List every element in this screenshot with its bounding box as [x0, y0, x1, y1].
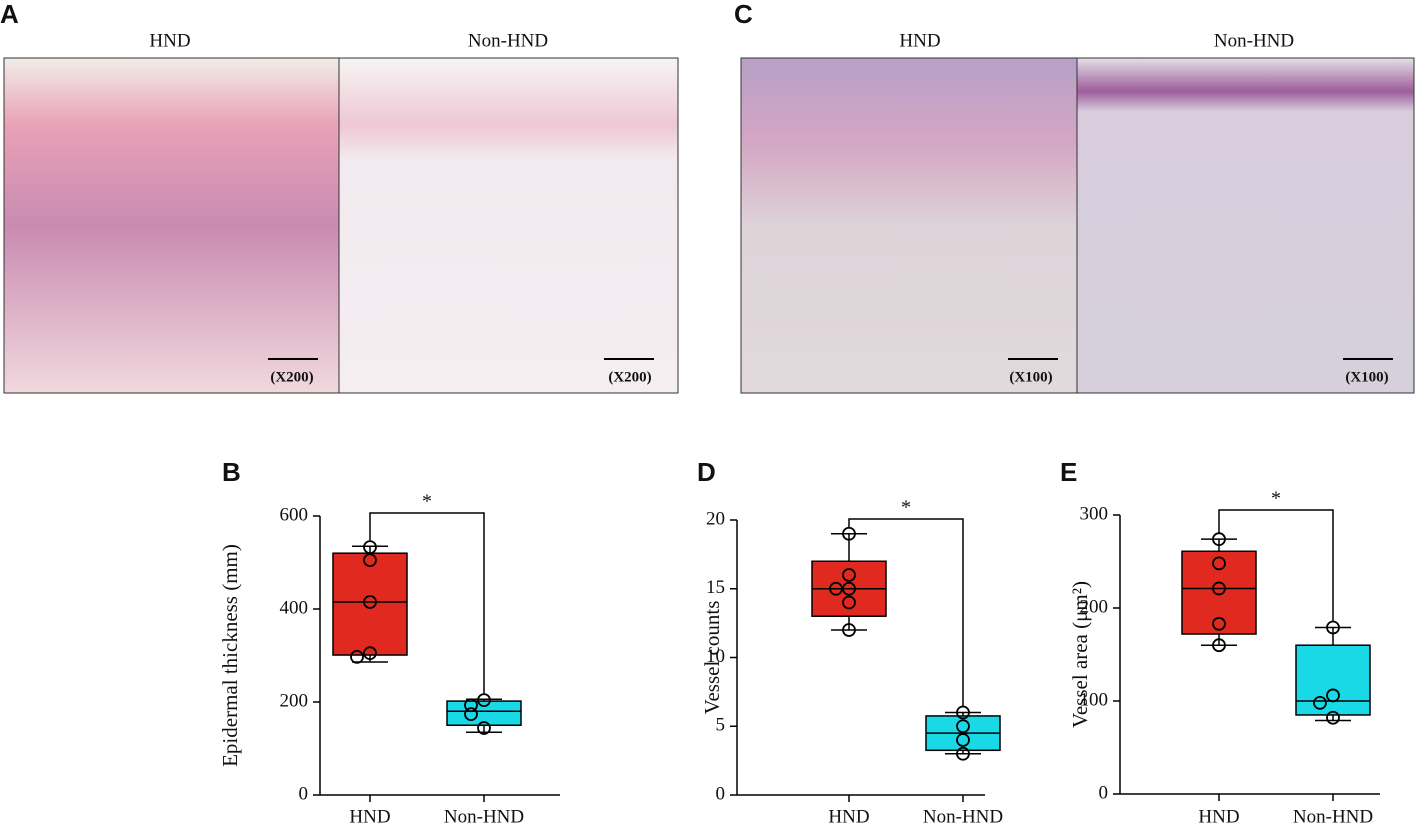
column-title: HND: [899, 30, 940, 51]
data-point: [956, 746, 970, 761]
data-point: [464, 707, 478, 721]
data-point: [1326, 688, 1340, 703]
y-axis-label: Vessel counts: [700, 601, 724, 715]
y-tick-label: 200: [280, 690, 309, 711]
y-tick-label: 0: [1099, 782, 1109, 803]
data-point: [842, 623, 856, 637]
data-point: [363, 540, 377, 555]
x-tick-label: Non-HND: [444, 806, 524, 827]
data-point: [842, 581, 856, 596]
data-point: [1326, 710, 1340, 725]
data-point: [1212, 556, 1226, 571]
box: [332, 552, 408, 656]
y-tick-label: 100: [1080, 689, 1109, 710]
data-point: [477, 693, 491, 708]
data-point: [956, 733, 970, 747]
magnification: (X200): [270, 369, 313, 385]
data-point: [956, 719, 970, 734]
x-tick-label: Non-HND: [1293, 806, 1373, 827]
panel-letter: A: [0, 0, 19, 29]
data-point: [1212, 581, 1226, 596]
y-axis-label: Vessel area (μm²): [1068, 581, 1092, 728]
significance-annotation: *: [901, 497, 911, 519]
column-title: Non-HND: [468, 30, 548, 51]
image: [339, 58, 678, 393]
data-point: [477, 721, 491, 735]
y-tick-label: 20: [706, 508, 725, 529]
y-tick-label: 15: [706, 577, 725, 598]
y-axis-label: Epidermal thickness (mm): [218, 544, 242, 767]
data-point: [363, 646, 377, 661]
x-tick-label: Non-HND: [923, 806, 1003, 827]
image: [741, 58, 1077, 393]
significance-annotation: *: [1271, 488, 1281, 510]
data-point: [350, 649, 364, 664]
panel-c-images: [740, 57, 1415, 394]
data-point: [829, 581, 843, 596]
data-point: [1212, 638, 1226, 653]
panel-letter: E: [1060, 457, 1077, 487]
image-frame: [3, 57, 679, 394]
x-tick-label: HND: [828, 806, 869, 827]
box: [1295, 644, 1371, 716]
y-tick-label: 5: [716, 715, 726, 736]
data-point: [842, 568, 856, 582]
significance-bracket: [369, 512, 485, 694]
magnification: (X100): [1345, 369, 1388, 385]
data-point: [1313, 695, 1327, 710]
box: [446, 700, 522, 727]
data-point: [842, 595, 856, 610]
panel-letter: B: [222, 457, 241, 487]
y-tick-label: 10: [706, 646, 725, 667]
column-title: Non-HND: [1214, 30, 1294, 51]
significance-bracket: [848, 518, 964, 707]
panel-letter: C: [734, 0, 753, 29]
data-point: [464, 698, 478, 713]
box: [1181, 550, 1257, 635]
image: [4, 58, 339, 393]
magnification: (X200): [608, 369, 651, 385]
magnification: (X100): [1009, 369, 1052, 385]
y-tick-label: 400: [280, 597, 309, 618]
significance-bracket: [1218, 509, 1334, 622]
image: [1077, 58, 1414, 393]
y-tick-label: 300: [1080, 503, 1109, 524]
panel-a-images: [3, 57, 679, 394]
data-point: [1212, 616, 1226, 631]
column-title: HND: [149, 30, 190, 51]
y-tick-label: 0: [716, 783, 726, 804]
data-point: [363, 553, 377, 568]
x-tick-label: HND: [1198, 806, 1239, 827]
significance-annotation: *: [422, 491, 432, 513]
y-tick-label: 0: [299, 783, 309, 804]
panel-letter: D: [697, 457, 716, 487]
y-tick-label: 600: [280, 504, 309, 525]
x-tick-label: HND: [349, 806, 390, 827]
y-tick-label: 200: [1080, 596, 1109, 617]
data-point: [363, 595, 377, 609]
